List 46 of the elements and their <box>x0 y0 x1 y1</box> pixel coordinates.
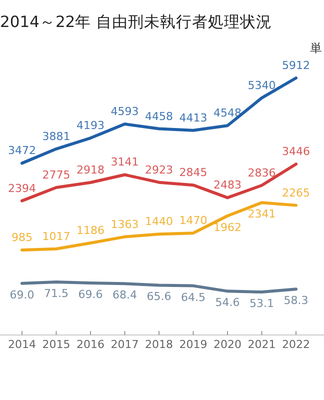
x-tick-label: 2022 <box>282 338 310 351</box>
data-label: 5340 <box>248 78 276 92</box>
data-label: 64.5 <box>181 290 206 304</box>
data-label: 3446 <box>282 145 310 158</box>
data-label: 2845 <box>179 166 208 180</box>
data-label: 4413 <box>179 111 208 124</box>
data-label: 2775 <box>42 168 70 182</box>
text: 単 <box>310 41 322 55</box>
data-label: 54.6 <box>215 296 240 310</box>
x-tick-label: 2014 <box>8 338 36 351</box>
data-label: 68.4 <box>112 288 137 302</box>
data-label: 4458 <box>145 110 173 123</box>
data-label: 1962 <box>214 220 242 234</box>
data-label: 5912 <box>282 59 310 72</box>
data-label: 1186 <box>76 224 104 237</box>
data-label: 2265 <box>282 186 310 200</box>
x-tick-label: 2018 <box>145 338 173 351</box>
data-label: 1440 <box>145 215 173 228</box>
data-label: 53.1 <box>250 297 274 310</box>
data-label: 2341 <box>248 208 276 221</box>
data-label: 2918 <box>76 164 104 177</box>
x-tick-label: 2016 <box>76 338 104 351</box>
data-label: 3141 <box>110 156 139 169</box>
data-label: 65.6 <box>146 290 172 304</box>
x-tick-label: 2020 <box>214 338 242 351</box>
data-label: 71.5 <box>44 287 68 300</box>
x-tick-label: 2019 <box>179 338 208 351</box>
data-label: 985 <box>12 231 32 244</box>
data-label: 1017 <box>42 230 70 243</box>
data-label: 2394 <box>8 182 36 195</box>
data-label: 1470 <box>179 214 208 228</box>
data-label: 69.0 <box>10 288 34 302</box>
x-tick-label: 2017 <box>110 338 139 351</box>
data-label: 3472 <box>8 144 36 158</box>
x-tick-label: 2021 <box>248 338 276 351</box>
data-label: 1363 <box>110 218 139 231</box>
chart-title: 2014～22年 自由刑未執行者処理状況 <box>0 13 272 31</box>
data-label: 4193 <box>76 119 104 132</box>
data-label: 2923 <box>145 163 173 176</box>
data-label: 4593 <box>110 105 139 118</box>
x-tick-label: 2015 <box>42 338 70 351</box>
data-label: 2836 <box>248 166 276 180</box>
data-label: 3881 <box>42 130 70 143</box>
data-label: 58.3 <box>284 294 308 308</box>
data-label: 69.6 <box>78 288 103 302</box>
data-label: 2483 <box>214 178 242 192</box>
